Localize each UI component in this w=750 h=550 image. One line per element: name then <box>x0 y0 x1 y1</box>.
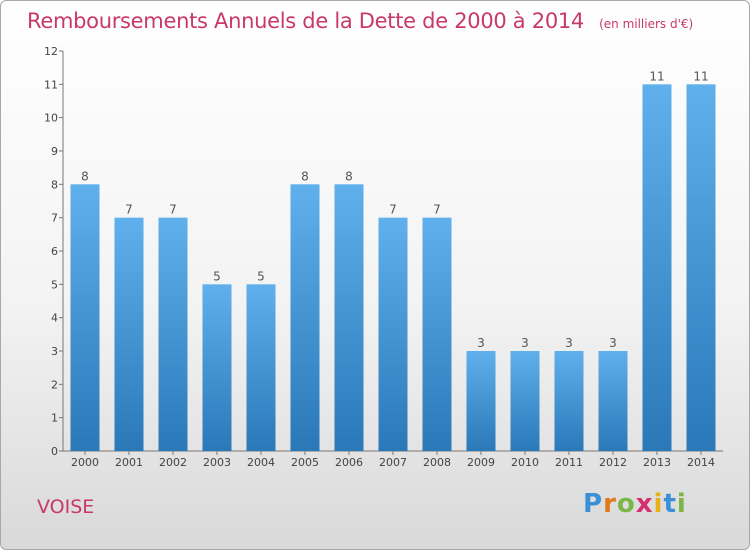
data-label: 8 <box>301 169 309 183</box>
bar <box>642 84 672 451</box>
title-line: Remboursements Annuels de la Dette de 20… <box>27 9 693 33</box>
x-tick-label: 2012 <box>599 456 627 469</box>
y-tick-label: 2 <box>51 378 58 391</box>
data-label: 3 <box>565 336 573 350</box>
x-tick-label: 2009 <box>467 456 495 469</box>
bar <box>158 217 188 451</box>
x-tick-label: 2011 <box>555 456 583 469</box>
x-tick-label: 2003 <box>203 456 231 469</box>
bar <box>422 217 452 451</box>
y-tick-label: 10 <box>44 112 58 125</box>
x-tick-label: 2000 <box>71 456 99 469</box>
proxiti-logo: Proxiti <box>583 489 687 519</box>
bar <box>290 184 320 452</box>
logo-letter: o <box>616 489 636 519</box>
bar <box>510 351 540 451</box>
bar <box>554 351 584 451</box>
data-label: 7 <box>389 203 397 217</box>
x-tick-label: 2006 <box>335 456 363 469</box>
x-tick-label: 2013 <box>643 456 671 469</box>
x-tick-label: 2001 <box>115 456 143 469</box>
chart-title: Remboursements Annuels de la Dette de 20… <box>27 9 584 33</box>
logo-letter: i <box>653 489 664 519</box>
data-label: 5 <box>213 269 221 283</box>
data-label: 11 <box>649 69 664 83</box>
data-label: 3 <box>521 336 529 350</box>
logo-letter: r <box>603 489 617 519</box>
bar <box>202 284 232 451</box>
bar <box>598 351 628 451</box>
y-tick-label: 6 <box>51 245 58 258</box>
logo-letter: P <box>583 489 604 519</box>
bar <box>246 284 276 451</box>
data-label: 8 <box>345 169 353 183</box>
x-tick-label: 2014 <box>687 456 715 469</box>
y-tick-label: 12 <box>44 45 58 58</box>
x-tick-label: 2005 <box>291 456 319 469</box>
y-tick-label: 9 <box>51 145 58 158</box>
y-tick-label: 11 <box>44 78 58 91</box>
y-tick-label: 7 <box>51 212 58 225</box>
data-label: 3 <box>477 336 485 350</box>
y-tick-label: 3 <box>51 345 58 358</box>
bar <box>378 217 408 451</box>
logo-letter: x <box>635 489 654 519</box>
y-tick-label: 4 <box>51 312 58 325</box>
y-tick-label: 0 <box>51 445 58 458</box>
y-tick-label: 8 <box>51 178 58 191</box>
bar <box>114 217 144 451</box>
data-label: 7 <box>433 203 441 217</box>
bar <box>466 351 496 451</box>
logo-letter: t <box>663 489 677 519</box>
data-label: 7 <box>169 203 177 217</box>
data-label: 7 <box>125 203 133 217</box>
x-tick-label: 2007 <box>379 456 407 469</box>
data-label: 8 <box>81 169 89 183</box>
data-label: 3 <box>609 336 617 350</box>
y-tick-label: 1 <box>51 412 58 425</box>
commune-name: VOISE <box>37 496 95 518</box>
x-tick-label: 2002 <box>159 456 187 469</box>
x-tick-label: 2004 <box>247 456 275 469</box>
x-tick-label: 2008 <box>423 456 451 469</box>
bar <box>334 184 364 452</box>
x-tick-label: 2010 <box>511 456 539 469</box>
chart-unit-note: (en milliers d'€) <box>599 17 694 31</box>
data-label: 11 <box>693 69 708 83</box>
bar <box>686 84 716 451</box>
bar <box>70 184 100 452</box>
logo-letter: i <box>676 489 687 519</box>
data-label: 5 <box>257 269 265 283</box>
y-tick-label: 5 <box>51 278 58 291</box>
